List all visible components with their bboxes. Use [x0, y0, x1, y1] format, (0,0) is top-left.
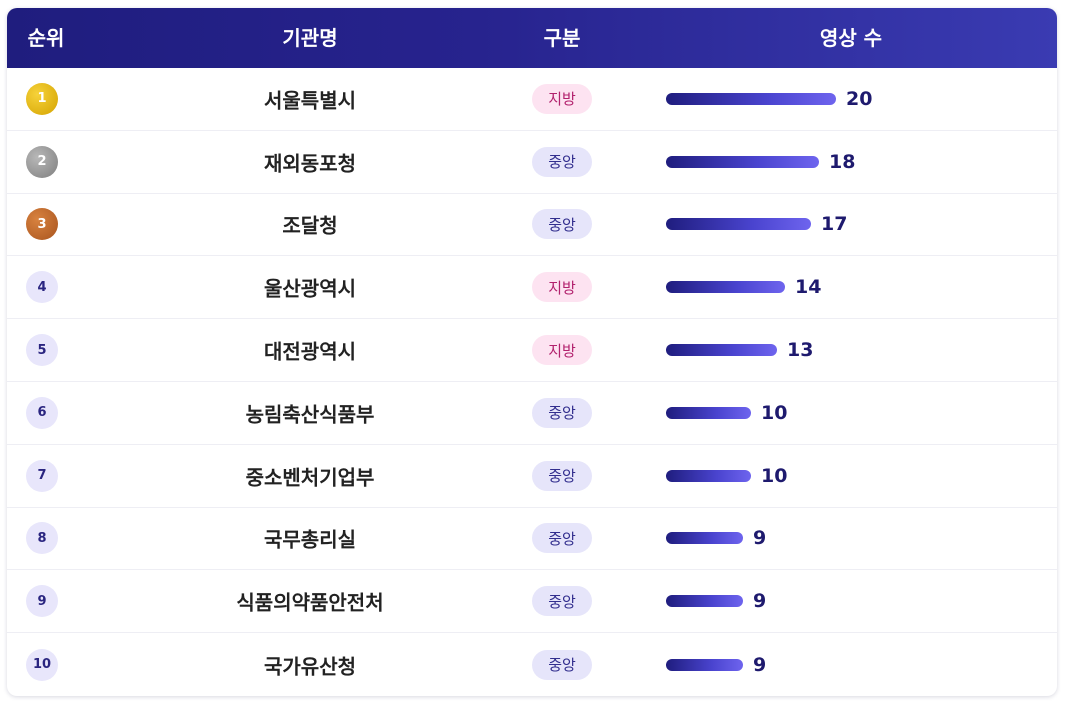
count-bar [666, 469, 751, 482]
count-bar [666, 532, 743, 545]
header-type: 구분 [543, 26, 581, 50]
count-bar [666, 155, 819, 168]
count-bar [666, 658, 743, 671]
count-value: 9 [753, 590, 767, 613]
rank-badge: 6 [26, 396, 58, 429]
count-bar [666, 344, 777, 357]
header-count: 영상 수 [819, 26, 883, 50]
rank-medal-gold: 1 [26, 82, 58, 115]
rank-badge: 5 [26, 334, 58, 367]
type-badge: 중앙 [532, 460, 592, 491]
org-name: 조달청 [282, 213, 338, 238]
count-value: 9 [753, 653, 767, 676]
table-row: 9 식품의약품안전처 중앙 9 [7, 570, 1057, 634]
type-badge: 중앙 [532, 586, 592, 617]
table-row: 1 서울특별시 지방 20 [7, 68, 1057, 131]
table-row: 5 대전광역시 지방 13 [7, 319, 1057, 382]
table-row: 6 농림축산식품부 중앙 10 [7, 382, 1057, 445]
table-row: 3 조달청 중앙 17 [7, 194, 1057, 257]
org-name: 재외동포청 [264, 151, 356, 176]
count-value: 20 [846, 87, 873, 110]
table-row: 10 국가유산청 중앙 9 [7, 633, 1057, 696]
org-name: 식품의약품안전처 [236, 590, 384, 615]
count-value: 10 [761, 401, 788, 424]
table-row: 4 울산광역시 지방 14 [7, 256, 1057, 320]
type-badge: 중앙 [532, 146, 592, 177]
count-value: 13 [787, 339, 814, 362]
table-row: 2 재외동포청 중앙 18 [7, 131, 1057, 194]
rank-badge: 10 [26, 648, 58, 681]
org-name: 서울특별시 [264, 88, 356, 113]
rank-badge: 4 [26, 271, 58, 304]
org-name: 국무총리실 [264, 527, 356, 552]
type-badge: 중앙 [532, 397, 592, 428]
count-bar [666, 92, 836, 105]
table-header: 순위 기관명 구분 영상 수 [7, 8, 1057, 68]
count-value: 18 [829, 150, 856, 173]
rank-medal-bronze: 3 [26, 208, 58, 241]
type-badge: 중앙 [532, 649, 592, 680]
type-badge: 지방 [532, 335, 592, 366]
count-value: 17 [821, 213, 848, 236]
type-badge: 중앙 [532, 523, 592, 554]
header-org: 기관명 [282, 26, 338, 50]
org-name: 국가유산청 [264, 654, 356, 679]
rank-medal-silver: 2 [26, 145, 58, 178]
rank-badge: 8 [26, 522, 58, 555]
table-row: 8 국무총리실 중앙 9 [7, 508, 1057, 571]
table-body: 1 서울특별시 지방 20 2 재외동포청 중앙 18 3 조달청 중앙 17 4 울산광역시 지방 14 5 대… [7, 68, 1057, 696]
rank-badge: 9 [26, 585, 58, 618]
type-badge: 중앙 [532, 209, 592, 240]
org-name: 농림축산식품부 [245, 402, 375, 427]
count-value: 10 [761, 464, 788, 487]
org-name: 대전광역시 [264, 339, 356, 364]
ranking-table: 순위 기관명 구분 영상 수 1 서울특별시 지방 20 2 재외동포청 중앙 18 3 조달청 중… [7, 8, 1057, 696]
type-badge: 지방 [532, 272, 592, 303]
count-bar [666, 218, 811, 231]
count-value: 14 [795, 276, 822, 299]
table-row: 7 중소벤처기업부 중앙 10 [7, 445, 1057, 508]
org-name: 중소벤처기업부 [245, 465, 375, 490]
type-badge: 지방 [532, 83, 592, 114]
org-name: 울산광역시 [264, 276, 356, 301]
count-bar [666, 595, 743, 608]
count-bar [666, 406, 751, 419]
count-value: 9 [753, 527, 767, 550]
count-bar [666, 281, 785, 294]
rank-badge: 7 [26, 459, 58, 492]
header-rank: 순위 [27, 26, 65, 50]
